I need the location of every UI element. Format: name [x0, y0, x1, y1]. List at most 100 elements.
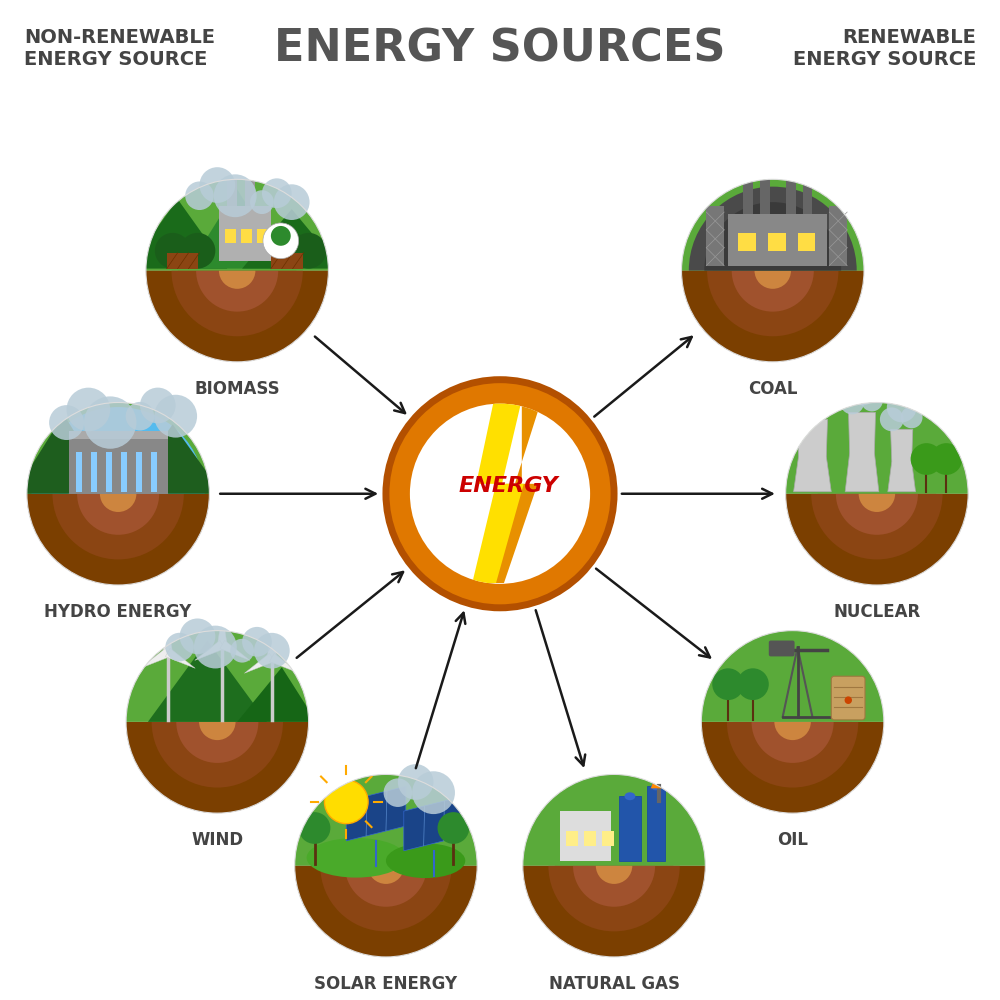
- FancyBboxPatch shape: [760, 172, 770, 214]
- Circle shape: [263, 223, 299, 259]
- FancyBboxPatch shape: [271, 253, 303, 269]
- Wedge shape: [205, 271, 269, 303]
- Wedge shape: [523, 866, 705, 957]
- Polygon shape: [188, 189, 287, 269]
- Wedge shape: [548, 866, 680, 931]
- Polygon shape: [346, 786, 406, 841]
- Wedge shape: [755, 271, 791, 289]
- FancyBboxPatch shape: [647, 786, 665, 861]
- Wedge shape: [786, 402, 968, 494]
- Wedge shape: [68, 444, 168, 494]
- FancyBboxPatch shape: [738, 233, 756, 251]
- Wedge shape: [196, 271, 278, 312]
- Circle shape: [154, 395, 197, 438]
- FancyBboxPatch shape: [69, 439, 168, 494]
- Polygon shape: [794, 419, 831, 492]
- Circle shape: [180, 618, 215, 654]
- Ellipse shape: [386, 843, 465, 878]
- Wedge shape: [126, 722, 309, 813]
- Wedge shape: [741, 271, 805, 303]
- Circle shape: [271, 226, 291, 246]
- FancyBboxPatch shape: [769, 641, 795, 656]
- Polygon shape: [237, 667, 317, 722]
- Wedge shape: [320, 866, 452, 931]
- Wedge shape: [295, 866, 477, 957]
- Text: NUCLEAR: NUCLEAR: [833, 603, 921, 621]
- FancyBboxPatch shape: [728, 214, 827, 266]
- Wedge shape: [701, 722, 884, 813]
- Text: COAL: COAL: [748, 380, 798, 398]
- Text: BIOMASS: BIOMASS: [194, 380, 280, 398]
- Polygon shape: [888, 429, 916, 492]
- Wedge shape: [732, 271, 814, 312]
- Text: NATURAL GAS: NATURAL GAS: [549, 975, 680, 993]
- Wedge shape: [733, 722, 852, 781]
- Circle shape: [763, 157, 779, 172]
- Circle shape: [126, 402, 154, 430]
- Wedge shape: [786, 494, 968, 585]
- Wedge shape: [77, 494, 159, 535]
- Circle shape: [238, 149, 262, 172]
- Circle shape: [217, 640, 227, 649]
- Wedge shape: [704, 202, 841, 271]
- Polygon shape: [244, 653, 274, 673]
- Wedge shape: [707, 271, 838, 336]
- Wedge shape: [345, 866, 427, 907]
- Wedge shape: [126, 631, 309, 722]
- Circle shape: [233, 159, 251, 177]
- FancyBboxPatch shape: [241, 229, 252, 243]
- Polygon shape: [651, 768, 667, 788]
- FancyBboxPatch shape: [219, 206, 271, 261]
- FancyBboxPatch shape: [257, 229, 268, 243]
- Wedge shape: [185, 722, 249, 754]
- Wedge shape: [219, 271, 255, 289]
- Polygon shape: [165, 648, 195, 668]
- Circle shape: [712, 668, 744, 700]
- FancyBboxPatch shape: [831, 676, 865, 720]
- Wedge shape: [523, 774, 705, 866]
- Polygon shape: [267, 626, 277, 657]
- Circle shape: [215, 159, 233, 177]
- FancyBboxPatch shape: [798, 233, 815, 251]
- Circle shape: [776, 158, 794, 175]
- Wedge shape: [859, 494, 895, 512]
- Circle shape: [901, 406, 923, 428]
- Wedge shape: [573, 866, 655, 907]
- Circle shape: [847, 376, 877, 405]
- FancyBboxPatch shape: [619, 796, 641, 861]
- Ellipse shape: [651, 782, 660, 790]
- Polygon shape: [404, 796, 463, 851]
- FancyBboxPatch shape: [91, 452, 97, 492]
- Wedge shape: [52, 494, 184, 559]
- Wedge shape: [811, 494, 943, 559]
- Circle shape: [230, 639, 254, 663]
- FancyBboxPatch shape: [136, 452, 142, 492]
- Wedge shape: [59, 494, 177, 553]
- Polygon shape: [220, 640, 250, 660]
- Circle shape: [67, 388, 110, 431]
- Wedge shape: [818, 494, 936, 553]
- FancyBboxPatch shape: [227, 176, 237, 206]
- Polygon shape: [123, 424, 222, 494]
- Wedge shape: [126, 722, 309, 813]
- Circle shape: [274, 233, 310, 269]
- Wedge shape: [786, 494, 968, 585]
- Circle shape: [254, 633, 290, 669]
- Circle shape: [223, 138, 253, 167]
- Wedge shape: [752, 722, 834, 763]
- Wedge shape: [146, 271, 328, 362]
- Wedge shape: [845, 494, 909, 526]
- FancyBboxPatch shape: [167, 253, 198, 269]
- Wedge shape: [701, 722, 884, 813]
- Polygon shape: [163, 621, 172, 652]
- Circle shape: [733, 158, 751, 175]
- FancyBboxPatch shape: [566, 831, 578, 846]
- Circle shape: [262, 178, 292, 208]
- Circle shape: [438, 812, 469, 844]
- Wedge shape: [727, 722, 858, 788]
- Circle shape: [291, 233, 326, 269]
- Circle shape: [887, 393, 917, 422]
- FancyBboxPatch shape: [225, 229, 236, 243]
- Wedge shape: [199, 722, 236, 740]
- Circle shape: [140, 388, 176, 423]
